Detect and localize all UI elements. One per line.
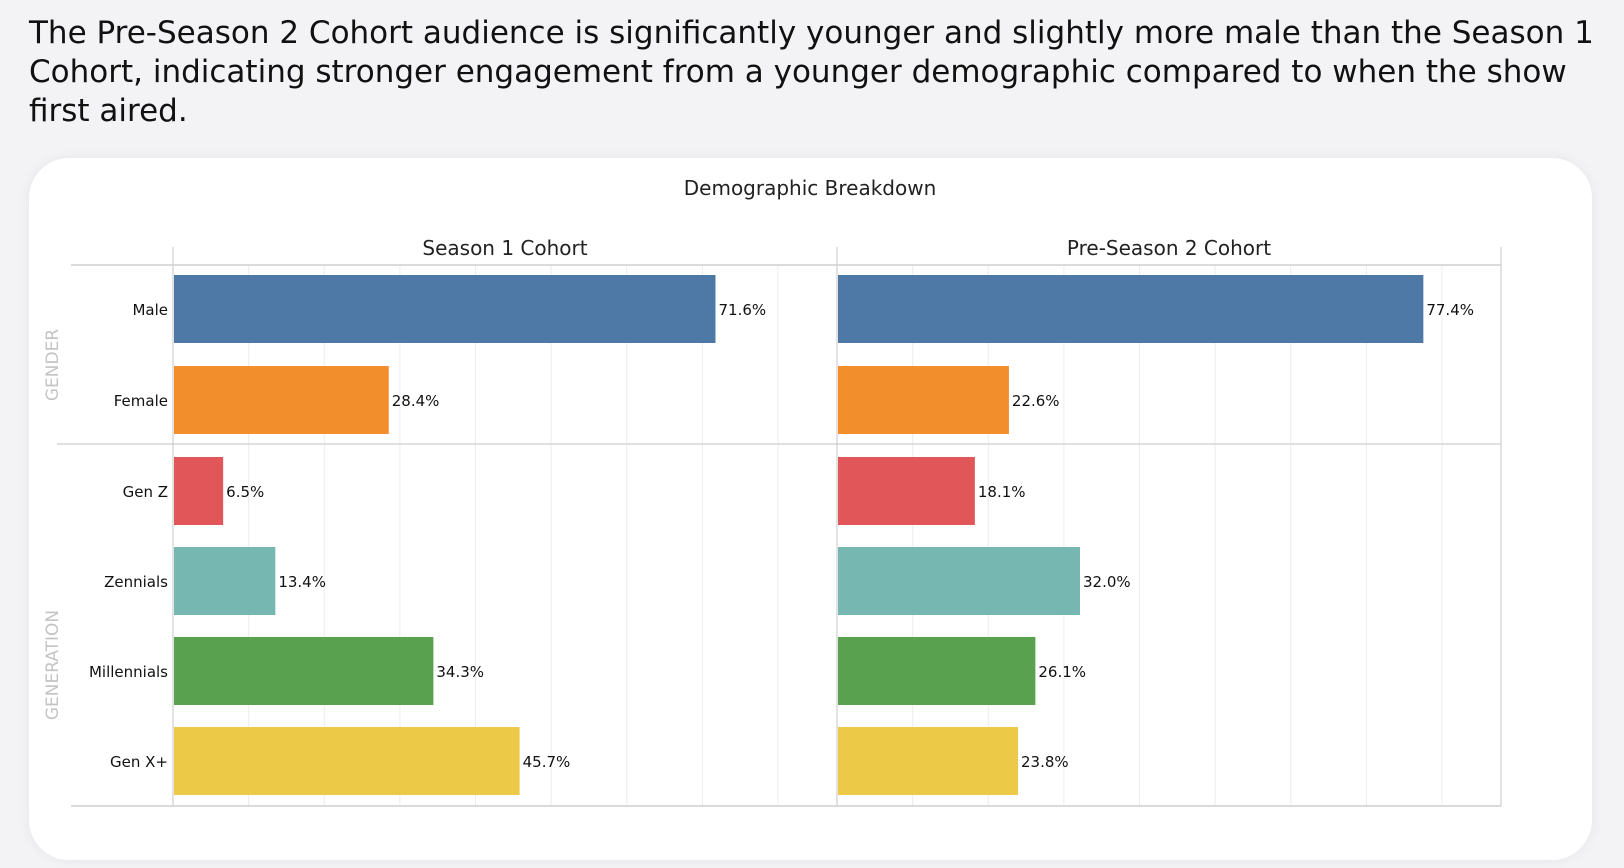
headline: The Pre-Season 2 Cohort audience is sign… <box>29 15 1594 129</box>
panel-header: Pre-Season 2 Cohort <box>1067 236 1271 260</box>
group-label: GENDER <box>43 329 63 401</box>
bar <box>174 366 389 434</box>
bar <box>838 637 1036 705</box>
group-label: GENERATION <box>43 610 63 720</box>
chart-title: Demographic Breakdown <box>684 176 937 200</box>
bar <box>174 547 276 615</box>
data-label: 28.4% <box>392 392 440 410</box>
bar <box>174 637 434 705</box>
bar <box>838 275 1424 343</box>
category-label: Gen X+ <box>110 753 168 771</box>
category-label: Millennials <box>89 663 168 681</box>
bar <box>838 547 1081 615</box>
bar <box>174 457 224 525</box>
data-label: 71.6% <box>718 301 766 319</box>
data-label: 26.1% <box>1038 663 1086 681</box>
data-label: 32.0% <box>1083 573 1131 591</box>
data-label: 23.8% <box>1021 753 1069 771</box>
bar <box>174 727 520 795</box>
category-label: Female <box>114 392 168 410</box>
bar <box>838 366 1009 434</box>
bar <box>838 457 975 525</box>
category-label: Male <box>132 301 168 319</box>
bar <box>174 275 716 343</box>
data-label: 22.6% <box>1012 392 1060 410</box>
category-label: Zennials <box>104 573 168 591</box>
data-label: 6.5% <box>226 483 264 501</box>
data-label: 13.4% <box>278 573 326 591</box>
data-label: 34.3% <box>436 663 484 681</box>
panel-header: Season 1 Cohort <box>422 236 587 260</box>
data-label: 18.1% <box>978 483 1026 501</box>
bar <box>838 727 1018 795</box>
data-label: 77.4% <box>1426 301 1474 319</box>
category-label: Gen Z <box>123 483 168 501</box>
data-label: 45.7% <box>523 753 571 771</box>
demographic-chart: Demographic Breakdown Season 1 Cohort Pre-… <box>43 176 1502 807</box>
chart-card: Demographic Breakdown Season 1 Cohort Pre-… <box>29 158 1592 860</box>
